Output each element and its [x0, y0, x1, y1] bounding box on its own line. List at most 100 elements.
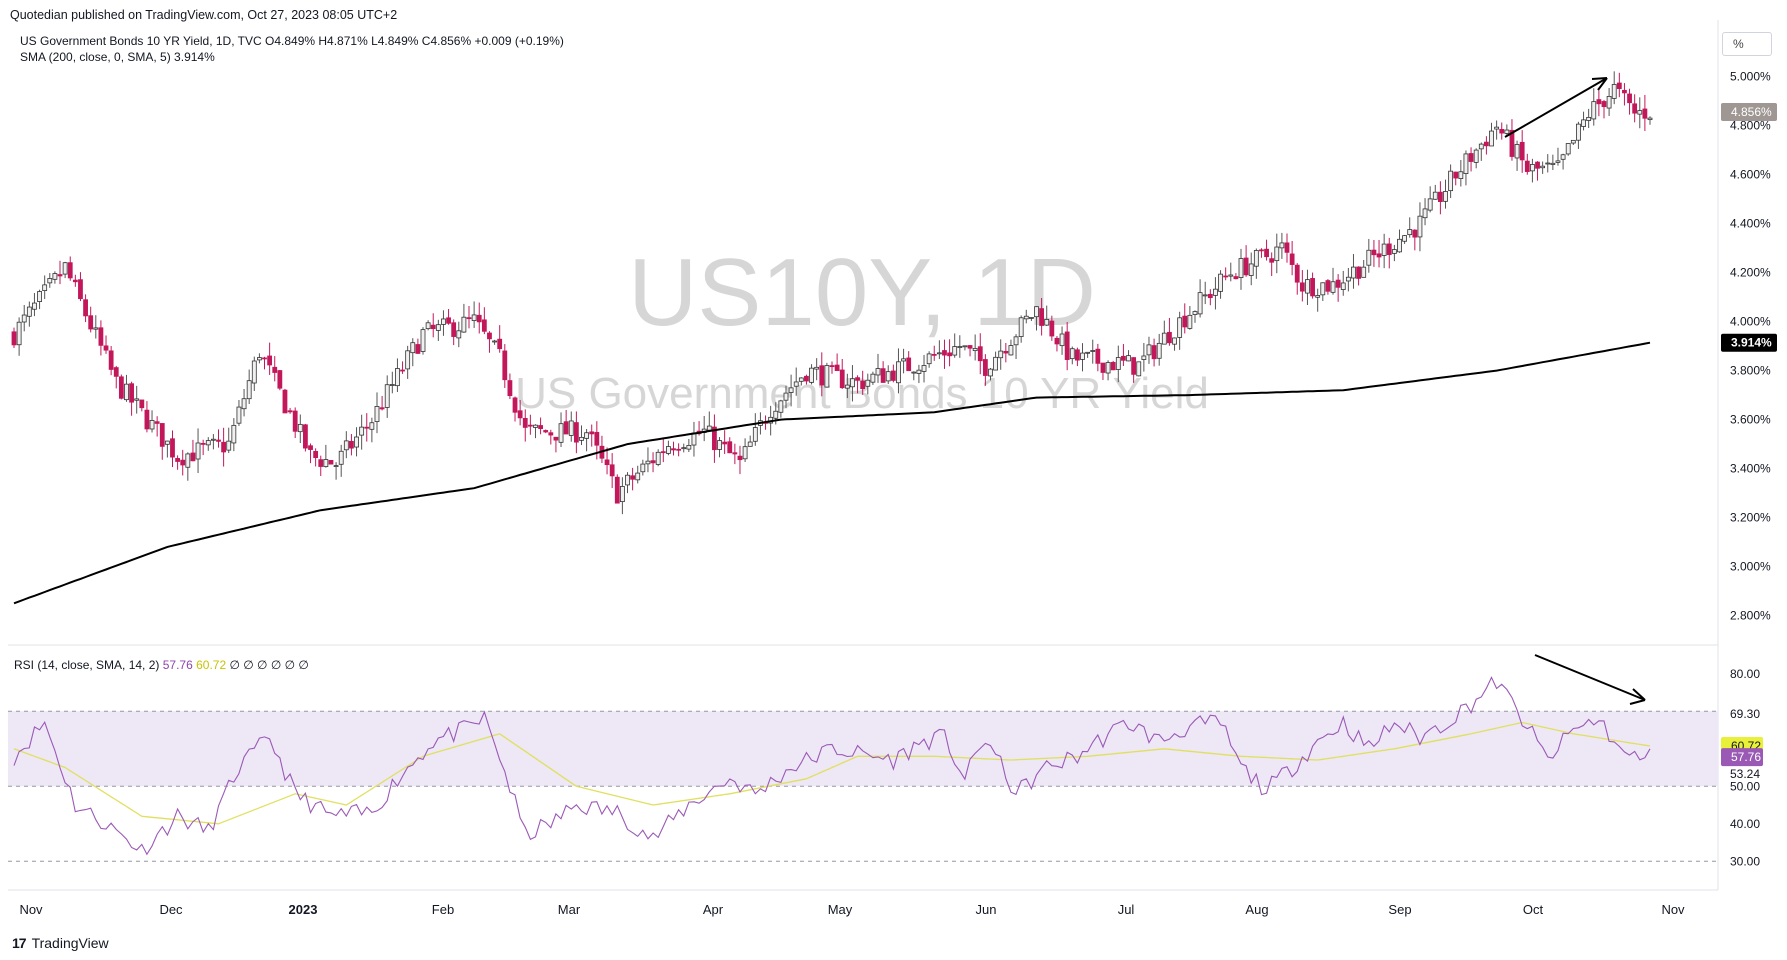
candle-body — [1248, 263, 1254, 276]
time-tick-label: May — [828, 902, 853, 917]
candle-body — [1315, 295, 1321, 298]
candle-body — [303, 424, 308, 449]
candle-body — [1167, 331, 1172, 344]
candle-body — [650, 460, 656, 464]
candle-body — [778, 400, 784, 413]
candle-body — [783, 392, 789, 401]
candle-body — [267, 355, 273, 366]
candle-body — [1535, 161, 1540, 169]
candle-body — [1596, 99, 1602, 105]
candle-body — [1105, 362, 1111, 374]
candle-body — [507, 380, 513, 397]
candle-body — [410, 342, 416, 354]
candle-body — [1509, 129, 1515, 157]
candle-body — [1044, 319, 1050, 326]
candle-body — [1013, 336, 1019, 346]
last-price-tag — [1721, 103, 1777, 121]
candle-body — [369, 422, 375, 430]
candle-body — [241, 398, 247, 410]
candle-body — [527, 424, 533, 427]
candle-body — [747, 441, 753, 447]
candle-body — [804, 375, 809, 382]
candle-body — [67, 262, 73, 279]
candle-body — [1565, 143, 1571, 155]
candle-body — [497, 338, 503, 350]
rsi-value: 57.76 — [162, 658, 193, 672]
candle-body — [645, 460, 651, 465]
candle-body — [839, 369, 845, 389]
candle-body — [921, 365, 927, 372]
candle-body — [1213, 288, 1218, 296]
price-tick-label: 3.800% — [1730, 364, 1771, 378]
tradingview-logo-icon: 17 — [12, 935, 27, 951]
rsi-ma-line — [13, 721, 1651, 825]
candle-body — [47, 278, 53, 284]
candle-body — [1570, 139, 1576, 144]
candle-body — [1238, 258, 1244, 278]
candle-body — [604, 459, 610, 466]
candle-body — [343, 440, 349, 451]
candle-body — [1417, 215, 1423, 238]
candle-body — [860, 380, 866, 390]
candle-body — [379, 407, 385, 410]
candle-body — [262, 357, 267, 360]
time-tick-label: Apr — [703, 902, 724, 917]
candle-body — [1340, 282, 1346, 290]
rsi-zero-markers: ∅ ∅ ∅ ∅ ∅ ∅ — [229, 658, 309, 672]
candle-body — [1207, 293, 1213, 299]
candle-body — [354, 436, 359, 448]
candle-body — [21, 314, 27, 323]
candle-body — [1611, 84, 1617, 99]
candle-body — [1453, 171, 1459, 179]
candle-body — [1177, 317, 1183, 338]
candle-body — [129, 383, 134, 403]
candle-body — [522, 417, 528, 428]
candle-body — [732, 452, 738, 455]
rsi-tick-label: 40.00 — [1730, 817, 1760, 831]
candle-body — [26, 306, 32, 317]
candle-body — [1335, 279, 1341, 288]
candle-body — [1391, 249, 1397, 254]
candle-body — [742, 446, 748, 460]
rsi-value-tag-label: 57.76 — [1731, 750, 1761, 764]
candle-body — [896, 361, 901, 384]
candle-body — [1637, 110, 1643, 115]
candle-body — [185, 453, 191, 468]
candle-body — [967, 345, 973, 349]
candle-body — [420, 329, 426, 352]
candle-body — [1361, 266, 1367, 278]
candle-body — [752, 427, 758, 442]
candle-body — [1632, 103, 1638, 114]
candle-body — [834, 364, 840, 371]
sma-legend: SMA (200, close, 0, SMA, 5) 3.914% — [20, 50, 215, 64]
time-tick-label: Oct — [1523, 902, 1544, 917]
candle-body — [865, 379, 871, 387]
candle-body — [405, 350, 411, 370]
candle-body — [594, 431, 600, 446]
candle-body — [236, 406, 242, 424]
percent-scale-button[interactable]: % — [1722, 32, 1772, 56]
candle-body — [16, 321, 22, 346]
candle-body — [502, 350, 508, 381]
candle-body — [788, 387, 794, 393]
candle-body — [1422, 208, 1428, 219]
candle-body — [533, 424, 538, 428]
time-tick-label: 2023 — [289, 902, 318, 917]
candle-body — [1581, 119, 1586, 127]
candle-body — [1601, 101, 1607, 108]
candle-body — [737, 455, 743, 461]
candle-body — [195, 442, 201, 460]
time-tick-label: Mar — [558, 902, 581, 917]
candle-body — [231, 424, 237, 444]
candle-body — [1064, 331, 1070, 360]
last-price-label: 4.856% — [1731, 105, 1772, 119]
price-tick-label: 4.600% — [1730, 168, 1771, 182]
candle-body — [297, 423, 303, 433]
candle-body — [415, 344, 421, 354]
candle-body — [313, 450, 319, 459]
candle-body — [982, 359, 988, 376]
candle-body — [931, 353, 937, 356]
candle-body — [328, 460, 334, 465]
candle-body — [1156, 342, 1162, 359]
